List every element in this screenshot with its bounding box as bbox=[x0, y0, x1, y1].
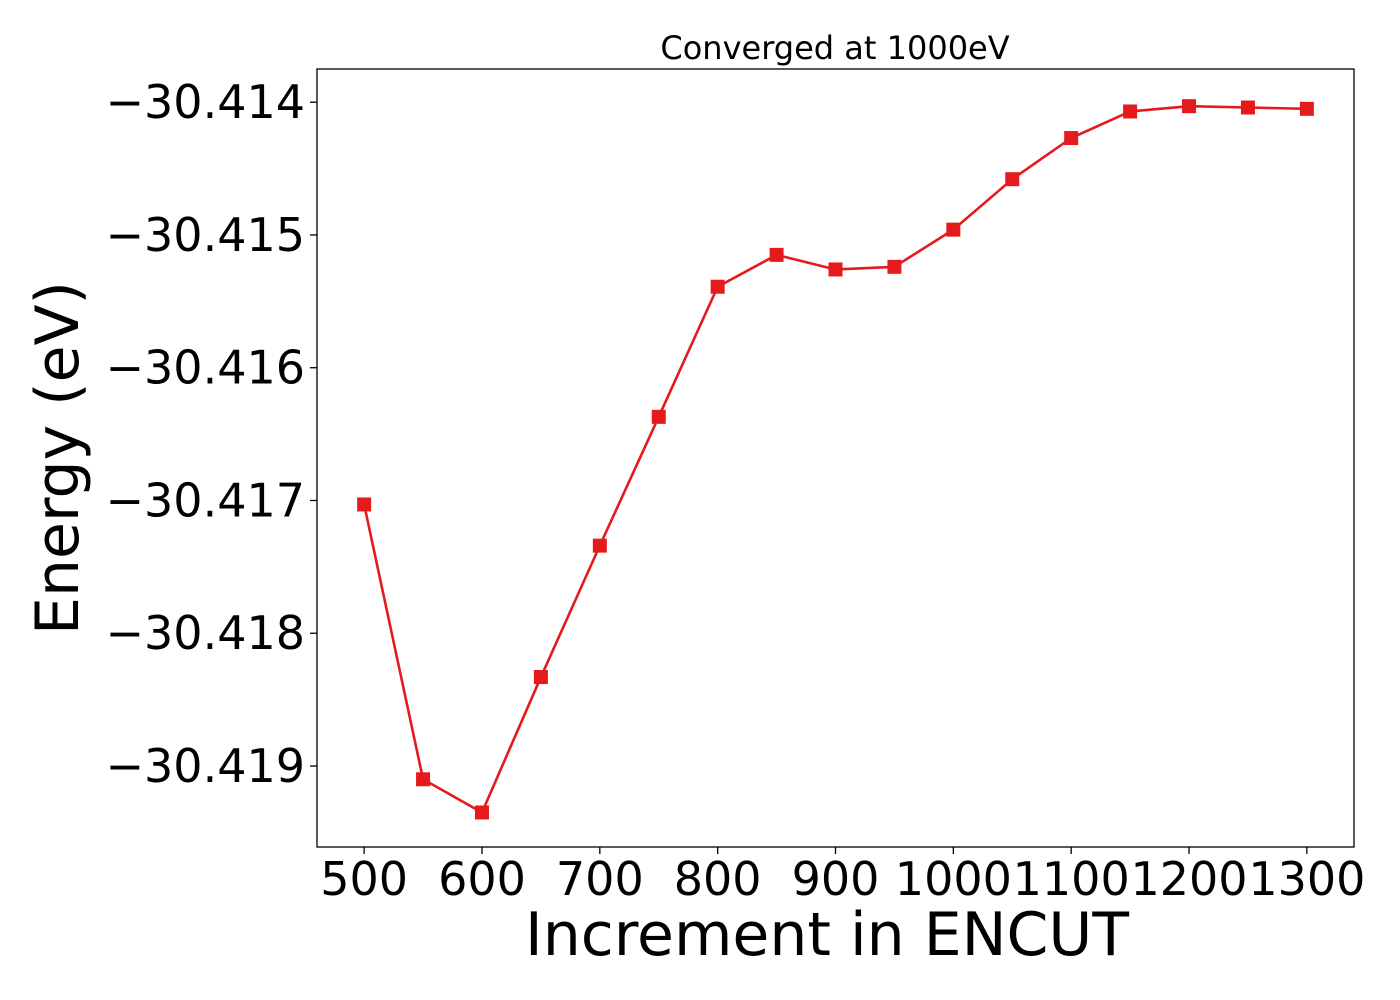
data-point-marker bbox=[357, 497, 372, 512]
data-point-marker bbox=[592, 538, 607, 553]
y-tick-label: −30.419 bbox=[106, 739, 306, 793]
x-axis: 500 600 700 800 900 1000 1100 1200 1300 bbox=[320, 847, 1365, 906]
x-tick-label: 1300 bbox=[1248, 852, 1365, 906]
x-tick-label: 1000 bbox=[895, 852, 1012, 906]
x-tick-label: 1100 bbox=[1013, 852, 1130, 906]
x-tick-label: 900 bbox=[792, 852, 880, 906]
y-tick-label: −30.418 bbox=[106, 606, 306, 660]
data-point-marker bbox=[710, 279, 725, 294]
data-point-marker bbox=[1005, 172, 1020, 187]
data-point-marker bbox=[828, 262, 843, 277]
data-point-marker bbox=[1064, 131, 1079, 146]
y-axis: −30.414 −30.415 −30.416 −30.417 −30.418 −30.4… bbox=[106, 75, 317, 793]
x-tick-label: 500 bbox=[320, 852, 408, 906]
data-point-marker bbox=[416, 772, 431, 787]
x-axis-label: Increment in ENCUT bbox=[525, 900, 1129, 970]
data-point-marker bbox=[946, 222, 961, 237]
x-tick-label: 1200 bbox=[1130, 852, 1247, 906]
data-point-marker bbox=[474, 805, 489, 820]
x-tick-label: 600 bbox=[438, 852, 526, 906]
data-point-marker bbox=[651, 409, 666, 424]
y-tick-label: −30.416 bbox=[106, 341, 306, 395]
data-point-marker bbox=[769, 247, 784, 262]
plot-area bbox=[357, 99, 1314, 820]
data-point-marker bbox=[1123, 104, 1138, 119]
data-point-marker bbox=[1182, 99, 1197, 114]
chart-title: Converged at 1000eV bbox=[660, 29, 1009, 67]
data-point-marker bbox=[1299, 101, 1314, 116]
y-tick-label: −30.417 bbox=[106, 473, 306, 527]
data-point-marker bbox=[1240, 100, 1255, 115]
y-tick-label: −30.415 bbox=[106, 208, 306, 262]
y-axis-label: Energy (eV) bbox=[23, 281, 93, 635]
x-tick-label: 800 bbox=[674, 852, 762, 906]
data-point-marker bbox=[887, 259, 902, 274]
x-tick-label: 700 bbox=[556, 852, 644, 906]
y-tick-label: −30.414 bbox=[106, 75, 306, 129]
data-point-marker bbox=[533, 670, 548, 685]
